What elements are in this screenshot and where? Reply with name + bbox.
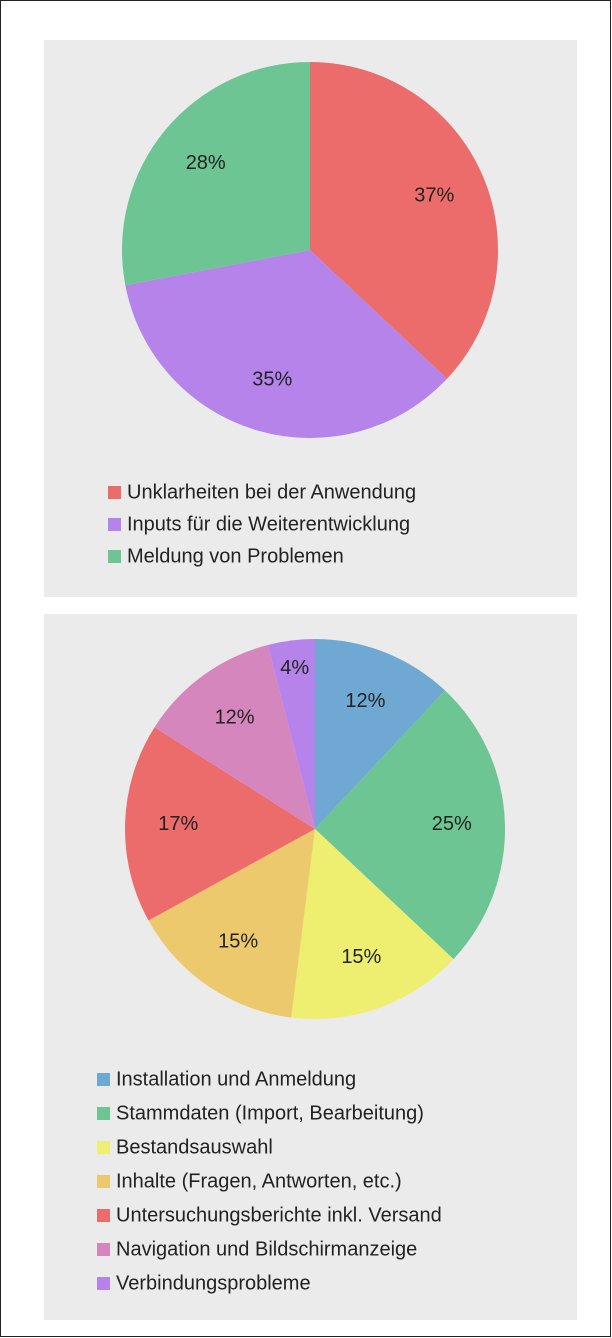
- pie-slice: [315, 639, 446, 829]
- legend-label: Unklarheiten bei der Anwendung: [127, 481, 416, 503]
- legend-swatch: [108, 486, 121, 499]
- legend-label: Inputs für die Weiterentwicklung: [127, 513, 410, 535]
- pie-slice: [148, 829, 315, 1018]
- pie-slice: [121, 62, 310, 286]
- pie-slice: [267, 639, 315, 829]
- legend-label: Installation und Anmeldung: [116, 1068, 356, 1090]
- legend-label: Meldung von Problemen: [127, 545, 344, 567]
- data-label: 15%: [218, 930, 258, 952]
- pie-slice: [291, 829, 454, 1019]
- data-label: 12%: [345, 690, 385, 712]
- legend-swatch: [97, 1209, 110, 1222]
- pie-slice: [315, 690, 505, 960]
- data-label: 15%: [341, 946, 381, 968]
- pie-slice: [154, 644, 315, 829]
- data-label: 12%: [215, 707, 255, 729]
- legend-swatch: [97, 1141, 110, 1154]
- legend-swatch: [108, 550, 121, 563]
- legend-swatch: [97, 1277, 110, 1290]
- data-label: 35%: [252, 368, 292, 390]
- legend-label: Verbindungsprobleme: [116, 1272, 311, 1294]
- pie-slice: [125, 250, 448, 438]
- legend-swatch: [97, 1073, 110, 1086]
- data-label: 25%: [432, 813, 472, 835]
- data-label: 4%: [280, 657, 309, 679]
- legend-label: Bestandsauswahl: [116, 1136, 273, 1158]
- legend-swatch: [97, 1175, 110, 1188]
- pie-slice: [310, 62, 498, 379]
- legend-label: Inhalte (Fragen, Antworten, etc.): [116, 1170, 402, 1192]
- pie-slice: [125, 727, 316, 921]
- legend-swatch: [97, 1243, 110, 1256]
- data-label: 28%: [186, 152, 226, 174]
- legend-swatch: [108, 518, 121, 531]
- legend-label: Navigation und Bildschirmanzeige: [116, 1238, 417, 1260]
- legend-label: Stammdaten (Import, Bearbeitung): [116, 1102, 424, 1124]
- legend-swatch: [97, 1107, 110, 1120]
- legend-label: Untersuchungsberichte inkl. Versand: [116, 1204, 442, 1226]
- data-label: 37%: [414, 185, 454, 207]
- data-label: 17%: [158, 813, 198, 835]
